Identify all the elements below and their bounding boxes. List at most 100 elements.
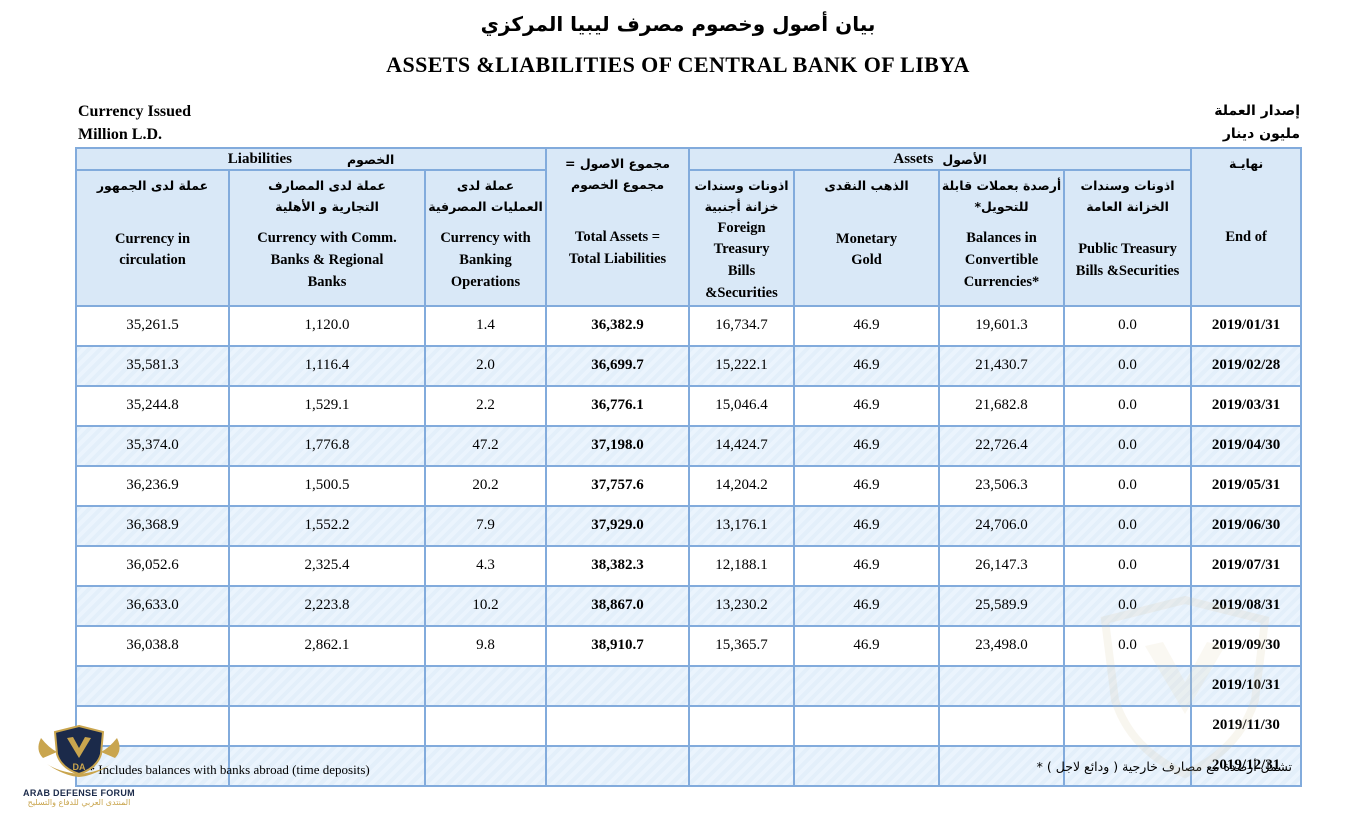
cell-currency-with-banking-operations: 10.2	[423, 584, 548, 627]
cell-end-of: 2019/10/31	[1190, 664, 1303, 707]
footnote-arabic: * تشمل أرصدة مع مصارف خارجية ( ودائع لاج…	[1036, 759, 1292, 774]
table-row: 36,052.6 2,325.4 4.3 38,382.3 12,188.1 46.9 26…	[75, 544, 1303, 587]
cell-total-assets-total-liabilities: 36,776.1	[545, 384, 691, 427]
cell-foreign-treasury-bills-securities: 15,046.4	[688, 384, 796, 427]
cell-total-assets-total-liabilities	[545, 704, 691, 747]
page-title-arabic: بيان أصول وخصوم مصرف ليبيا المركزي	[480, 12, 876, 36]
cell-balances-in-convertible-currencies: 23,506.3	[938, 464, 1066, 507]
cell-balances-in-convertible-currencies	[938, 664, 1066, 707]
cell-public-treasury-bills-securities: 0.0	[1063, 424, 1193, 467]
cell-balances-in-convertible-currencies: 26,147.3	[938, 544, 1066, 587]
total-header-ar: مجموع الاصول = مجموع الخصوم	[565, 156, 671, 193]
cell-currency-with-banking-operations: 2.0	[423, 344, 548, 387]
cell-public-treasury-bills-securities: 0.0	[1063, 584, 1193, 627]
end-of-header-en: End of	[1225, 229, 1267, 246]
cell-monetary-gold	[793, 704, 941, 747]
cell-total-assets-total-liabilities: 36,382.9	[545, 304, 691, 347]
cell-balances-in-convertible-currencies: 21,430.7	[938, 344, 1066, 387]
cell-end-of: 2019/03/31	[1190, 384, 1303, 427]
cell-currency-with-comm-banks	[228, 704, 426, 747]
table-row: 35,244.8 1,529.1 2.2 36,776.1 15,046.4 46.9 21…	[75, 384, 1303, 427]
cell-total-assets-total-liabilities: 38,910.7	[545, 624, 691, 667]
cell-monetary-gold: 46.9	[793, 544, 941, 587]
cell-end-of: 2019/04/30	[1190, 424, 1303, 467]
cell-end-of: 2019/07/31	[1190, 544, 1303, 587]
footnote-english-text: Includes balances with banks abroad (tim…	[98, 762, 370, 777]
currency-issued-arabic-line2: مليون دينار	[1222, 126, 1300, 142]
currency-issued-line1: Currency Issued	[78, 103, 192, 120]
table-row: 36,633.0 2,223.8 10.2 38,867.0 13,230.2 46.9 2…	[75, 584, 1303, 627]
cell-foreign-treasury-bills-securities: 14,204.2	[688, 464, 796, 507]
cell-currency-with-banking-operations: 20.2	[423, 464, 548, 507]
cell-public-treasury-bills-securities: 0.0	[1063, 504, 1193, 547]
cell-balances-in-convertible-currencies	[938, 704, 1066, 747]
cell-public-treasury-bills-securities: 0.0	[1063, 464, 1193, 507]
cell-currency-in-circulation: 36,236.9	[75, 464, 230, 507]
total-header-en: Total Assets = Total Liabilities	[568, 229, 667, 267]
cell-foreign-treasury-bills-securities	[688, 744, 796, 787]
cell-foreign-treasury-bills-securities: 12,188.1	[688, 544, 796, 587]
column-header-currency-with-comm-banks: عملة لدى المصارف التجارية و الأهلية Curr…	[228, 169, 426, 307]
header-ar: عملة لدى الجمهور	[96, 178, 209, 193]
cell-monetary-gold: 46.9	[793, 504, 941, 547]
cell-total-assets-total-liabilities: 38,867.0	[545, 584, 691, 627]
header-en: Currency with Banking Operations	[440, 230, 531, 290]
table-row: 2019/12/31	[75, 744, 1303, 787]
cell-balances-in-convertible-currencies: 24,706.0	[938, 504, 1066, 547]
cell-foreign-treasury-bills-securities: 14,424.7	[688, 424, 796, 467]
column-header-public-treasury-bills: اذونات وسندات الخزانة العامة Public Trea…	[1063, 169, 1193, 307]
header-en: Currency with Comm. Banks & Regional Ban…	[257, 230, 397, 290]
cell-monetary-gold	[793, 744, 941, 787]
footnote-english: * Includes balances with banks abroad (t…	[88, 762, 370, 779]
table-row: 35,374.0 1,776.8 47.2 37,198.0 14,424.7 46.9 2…	[75, 424, 1303, 467]
assets-label-ar: الأصول	[942, 151, 987, 167]
table-row: 35,581.3 1,116.4 2.0 36,699.7 15,222.1 46.9 21…	[75, 344, 1303, 387]
cell-currency-with-comm-banks: 2,325.4	[228, 544, 426, 587]
cell-balances-in-convertible-currencies: 19,601.3	[938, 304, 1066, 347]
liabilities-group-header: Liabilities الخصوم	[74, 147, 548, 171]
forum-name-arabic: المنتدى العربي للدفاع والتسليح	[27, 798, 131, 807]
cell-foreign-treasury-bills-securities: 15,222.1	[688, 344, 796, 387]
cell-currency-with-comm-banks: 2,862.1	[228, 624, 426, 667]
header-ar: اذونات وسندات الخزانة العامة	[1080, 178, 1175, 215]
cell-currency-with-banking-operations: 47.2	[423, 424, 548, 467]
assets-label-en: Assets	[893, 150, 934, 167]
footnote-asterisk: *	[88, 763, 95, 778]
cell-total-assets-total-liabilities: 36,699.7	[545, 344, 691, 387]
assets-group-header: Assets الأصول	[688, 147, 1193, 171]
cell-currency-with-comm-banks	[228, 664, 426, 707]
column-header-currency-in-circulation: عملة لدى الجمهور Currency in circulation	[75, 169, 230, 307]
column-header-foreign-treasury-bills: اذونات وسندات خزانة أجنبية Foreign Treas…	[688, 169, 796, 307]
cell-currency-in-circulation: 35,581.3	[75, 344, 230, 387]
cell-currency-with-comm-banks: 1,776.8	[228, 424, 426, 467]
cell-monetary-gold: 46.9	[793, 464, 941, 507]
assets-liabilities-table: Liabilities الخصوم مجموع الاصول = مجموع …	[74, 147, 1303, 787]
cell-end-of: 2019/06/30	[1190, 504, 1303, 547]
cell-currency-in-circulation	[75, 744, 230, 787]
cell-monetary-gold: 46.9	[793, 424, 941, 467]
cell-monetary-gold: 46.9	[793, 624, 941, 667]
cell-monetary-gold: 46.9	[793, 584, 941, 627]
cell-public-treasury-bills-securities	[1063, 744, 1193, 787]
cell-monetary-gold: 46.9	[793, 344, 941, 387]
cell-end-of: 2019/09/30	[1190, 624, 1303, 667]
cell-monetary-gold	[793, 664, 941, 707]
cell-currency-with-banking-operations	[423, 744, 548, 787]
arab-defense-forum-logo: DA ARAB DEFENSE FORUM المنتدى العربي للد…	[14, 724, 144, 807]
cell-currency-in-circulation	[75, 664, 230, 707]
header-en: Monetary Gold	[835, 230, 898, 269]
currency-issued-label: Currency Issued Million L.D.	[78, 100, 191, 146]
cell-end-of: 2019/08/31	[1190, 584, 1303, 627]
cell-balances-in-convertible-currencies: 25,589.9	[938, 584, 1066, 627]
cell-currency-in-circulation: 35,374.0	[75, 424, 230, 467]
cell-public-treasury-bills-securities: 0.0	[1063, 384, 1193, 427]
column-header-total: مجموع الاصول = مجموع الخصوم Total Assets…	[545, 147, 691, 307]
header-en: Balances in Convertible Currencies*	[963, 230, 1040, 290]
column-header-end-of: نهايـة End of	[1190, 147, 1303, 307]
cell-foreign-treasury-bills-securities: 15,365.7	[688, 624, 796, 667]
header-ar: أرصدة بعملات قابلة للتحويل*	[941, 178, 1062, 215]
cell-public-treasury-bills-securities: 0.0	[1063, 624, 1193, 667]
cell-currency-with-comm-banks: 2,223.8	[228, 584, 426, 627]
table-row: 2019/10/31	[75, 664, 1303, 707]
cell-monetary-gold: 46.9	[793, 304, 941, 347]
